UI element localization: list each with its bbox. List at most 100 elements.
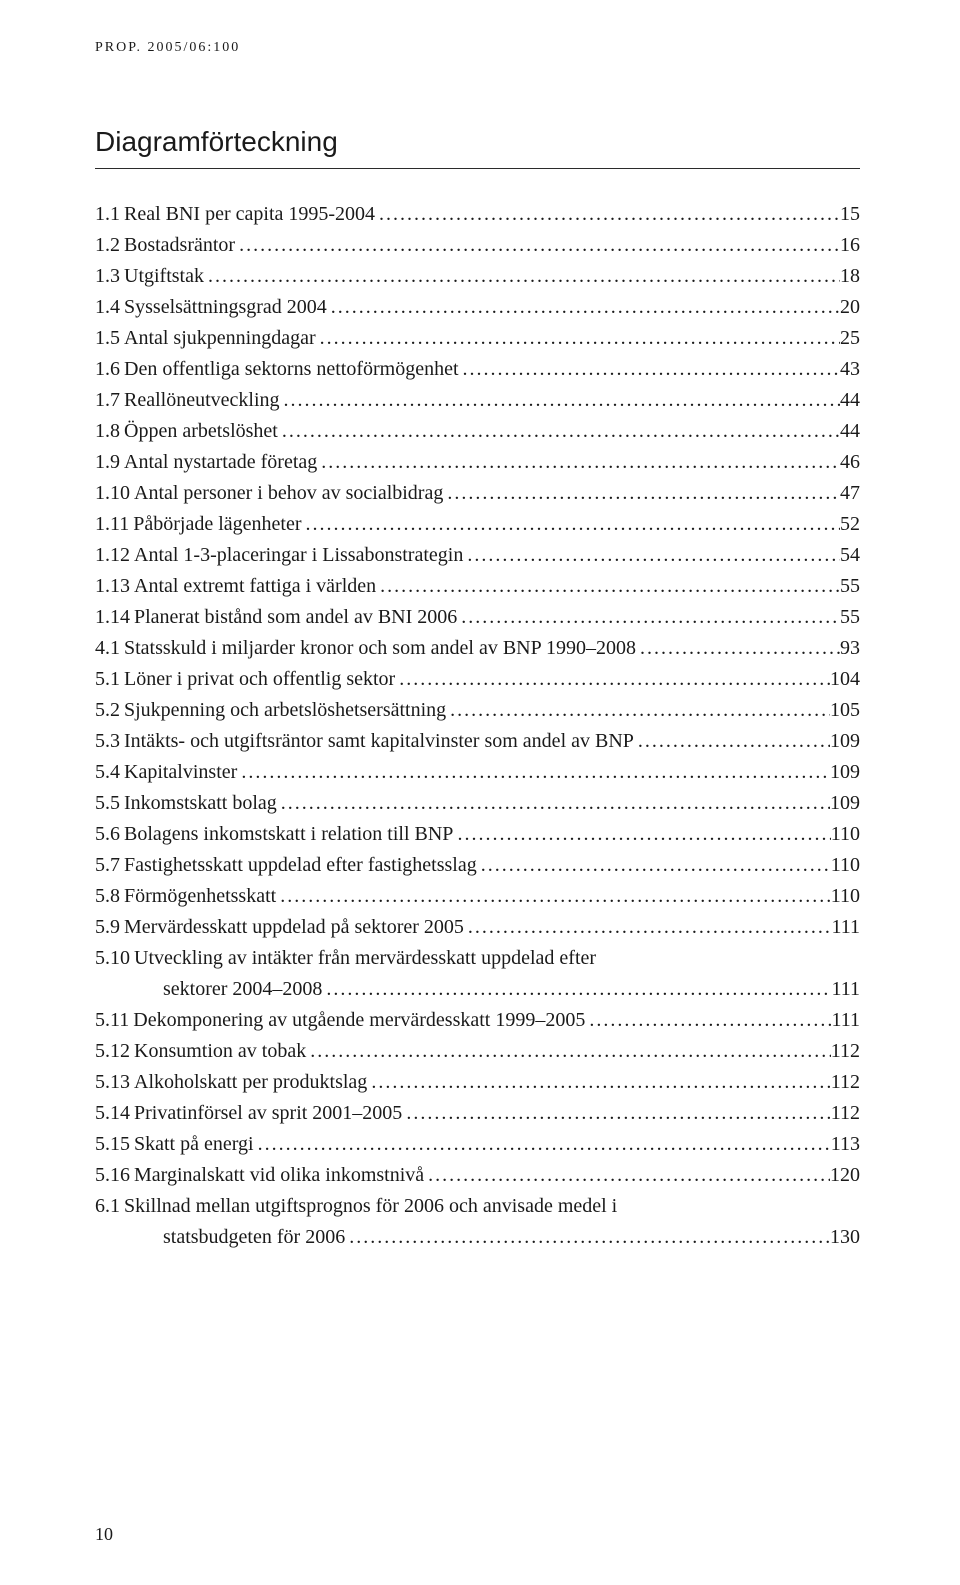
toc-entry: 1.6 Den offentliga sektorns nettoförmöge…: [95, 354, 860, 385]
toc-entry-page: 130: [830, 1222, 860, 1253]
toc-leaders: [402, 1098, 830, 1129]
toc-entry-number: 5.15: [95, 1129, 130, 1160]
toc-entry-number: 5.8: [95, 881, 120, 912]
toc-entry-label: Real BNI per capita 1995-2004: [120, 199, 375, 230]
toc-entry-label: statsbudgeten för 2006: [159, 1222, 345, 1253]
toc-entry: 5.1 Löner i privat och offentlig sektor1…: [95, 664, 860, 695]
toc-leaders: [443, 478, 840, 509]
toc-entry-number: 1.7: [95, 385, 120, 416]
toc-entry-label: Utgiftstak: [120, 261, 204, 292]
toc-entry: 1.12 Antal 1-3-placeringar i Lissabonstr…: [95, 540, 860, 571]
toc-entry-page: 44: [840, 416, 860, 447]
toc-leaders: [306, 1036, 831, 1067]
toc-leaders: [636, 633, 840, 664]
toc-entry: 5.11 Dekomponering av utgående mervärdes…: [95, 1005, 860, 1036]
toc-leaders: [237, 757, 830, 788]
toc-entry: 6.1 Skillnad mellan utgiftsprognos för 2…: [95, 1191, 860, 1222]
toc-entry-number: 1.10: [95, 478, 130, 509]
toc-entry-number: 4.1: [95, 633, 120, 664]
toc-leaders: [235, 230, 840, 261]
toc-entry-label: Påbörjade lägenheter: [129, 509, 301, 540]
toc-entry-page: 44: [840, 385, 860, 416]
toc-entry: 5.12 Konsumtion av tobak112: [95, 1036, 860, 1067]
toc-entry-label: sektorer 2004–2008: [159, 974, 322, 1005]
toc-entry-label: Antal 1-3-placeringar i Lissabonstrategi…: [130, 540, 463, 571]
toc-leaders: [277, 788, 830, 819]
toc-leaders: [367, 1067, 830, 1098]
toc-entry-page: 112: [831, 1098, 860, 1129]
toc-entry-label: Fastighetsskatt uppdelad efter fastighet…: [120, 850, 477, 881]
toc-entry-number: 1.13: [95, 571, 130, 602]
toc-entry-number: 5.1: [95, 664, 120, 695]
toc-entry-label: Intäkts- och utgiftsräntor samt kapitalv…: [120, 726, 634, 757]
toc-entry-number: 5.4: [95, 757, 120, 788]
toc-entry-number: 5.3: [95, 726, 120, 757]
toc-entry-label: Privatinförsel av sprit 2001–2005: [130, 1098, 402, 1129]
toc-entry-page: 43: [840, 354, 860, 385]
toc-entry-label: Planerat bistånd som andel av BNI 2006: [130, 602, 457, 633]
toc-entry-label: Löner i privat och offentlig sektor: [120, 664, 395, 695]
toc-entry: 1.1 Real BNI per capita 1995-200415: [95, 199, 860, 230]
toc-entry-number: 5.14: [95, 1098, 130, 1129]
toc-entry-number: 5.16: [95, 1160, 130, 1191]
toc-entry-number: 5.9: [95, 912, 120, 943]
toc-entry-label: Statsskuld i miljarder kronor och som an…: [120, 633, 636, 664]
toc-leaders: [278, 416, 840, 447]
toc-entry-number: 5.6: [95, 819, 120, 850]
toc-entry: 1.2 Bostadsräntor16: [95, 230, 860, 261]
toc-entry: 5.14 Privatinförsel av sprit 2001–2005 11…: [95, 1098, 860, 1129]
toc-entry: 1.8 Öppen arbetslöshet 44: [95, 416, 860, 447]
toc-entry-label: Sysselsättningsgrad 2004: [120, 292, 327, 323]
toc-entry: 5.9 Mervärdesskatt uppdelad på sektorer …: [95, 912, 860, 943]
toc-leaders: [276, 881, 831, 912]
toc-entry-number: 5.7: [95, 850, 120, 881]
toc-entry-number: 1.8: [95, 416, 120, 447]
toc-entry-number: 1.6: [95, 354, 120, 385]
toc-entry-label: Skatt på energi: [130, 1129, 254, 1160]
toc-entry-page: 16: [840, 230, 860, 261]
page-number: 10: [95, 1524, 113, 1545]
toc-entry-label: Sjukpenning och arbetslöshetsersättning: [120, 695, 446, 726]
toc-entry: 5.13 Alkoholskatt per produktslag112: [95, 1067, 860, 1098]
toc-entry: 5.6 Bolagens inkomstskatt i relation til…: [95, 819, 860, 850]
toc-entry: 5.10 Utveckling av intäkter från mervärd…: [95, 943, 860, 974]
toc-entry-page: 111: [831, 974, 860, 1005]
toc-entry: 1.10 Antal personer i behov av socialbid…: [95, 478, 860, 509]
toc-entry-page: 52: [840, 509, 860, 540]
toc-entry: 4.1 Statsskuld i miljarder kronor och so…: [95, 633, 860, 664]
toc-entry-label: Konsumtion av tobak: [130, 1036, 306, 1067]
toc-leaders: [477, 850, 831, 881]
toc-entry-page: 25: [840, 323, 860, 354]
toc-entry: 5.2 Sjukpenning och arbetslöshetsersättn…: [95, 695, 860, 726]
toc-entry-page: 113: [831, 1129, 860, 1160]
toc-entry-label: Den offentliga sektorns nettoförmögenhet: [120, 354, 459, 385]
toc-entry-page: 109: [830, 726, 860, 757]
toc-entry: 1.5 Antal sjukpenningdagar25: [95, 323, 860, 354]
toc-entry-label: Utveckling av intäkter från mervärdesska…: [130, 943, 596, 974]
toc-entry-page: 111: [831, 912, 860, 943]
toc-entry: 5.5 Inkomstskatt bolag109: [95, 788, 860, 819]
toc-entry: 5.8 Förmögenhetsskatt110: [95, 881, 860, 912]
toc-entry-number: 5.10: [95, 943, 130, 974]
toc-entry-label: Reallöneutveckling: [120, 385, 280, 416]
toc-leaders: [463, 540, 840, 571]
toc-entry-page: 105: [830, 695, 860, 726]
toc-leaders: [376, 571, 840, 602]
toc-leaders: [254, 1129, 831, 1160]
toc-entry-label: Antal sjukpenningdagar: [120, 323, 316, 354]
toc-entry: sektorer 2004–2008 111: [95, 974, 860, 1005]
toc-entry-number: 5.13: [95, 1067, 130, 1098]
toc-leaders: [395, 664, 830, 695]
table-of-contents: 1.1 Real BNI per capita 1995-2004151.2 B…: [95, 199, 860, 1253]
toc-entry-label: Bolagens inkomstskatt i relation till BN…: [120, 819, 453, 850]
toc-leaders: [446, 695, 830, 726]
toc-leaders: [345, 1222, 830, 1253]
toc-leaders: [316, 323, 840, 354]
toc-entry-number: 5.5: [95, 788, 120, 819]
toc-entry-label: Öppen arbetslöshet: [120, 416, 278, 447]
toc-entry-number: 1.3: [95, 261, 120, 292]
toc-entry-page: 109: [830, 788, 860, 819]
toc-entry-number: 1.12: [95, 540, 130, 571]
toc-entry-page: 109: [830, 757, 860, 788]
toc-entry-page: 18: [840, 261, 860, 292]
